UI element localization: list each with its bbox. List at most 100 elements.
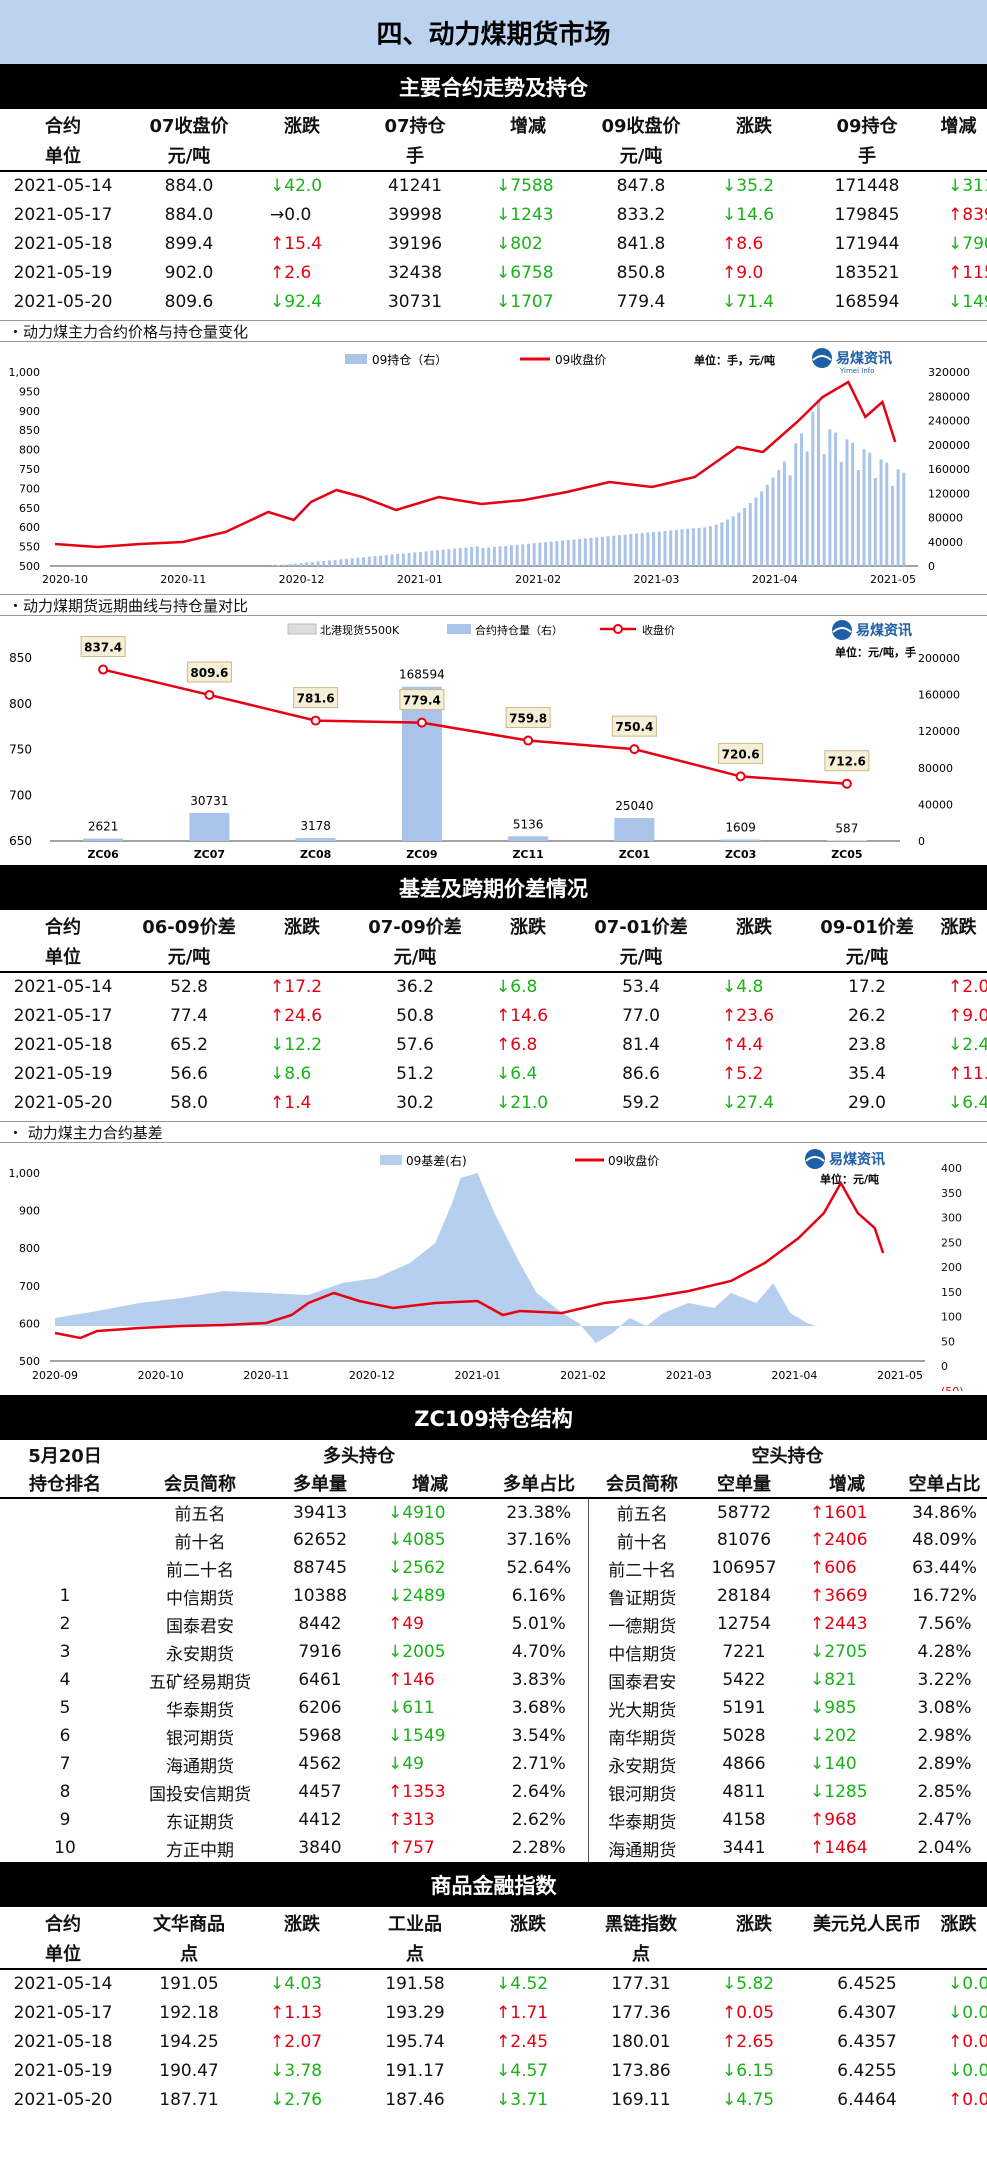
change-value: 1707 [510, 291, 554, 312]
change-value: 1353 [402, 1782, 446, 1802]
position-bar [731, 516, 735, 566]
change-cell: ↓3.78 [252, 2056, 352, 2085]
position-bar [748, 503, 752, 566]
price-point [841, 778, 852, 789]
pct-cell: 2.28% [511, 1838, 566, 1858]
position-bar [646, 532, 650, 566]
change-cell: ↑3669 [792, 1582, 902, 1610]
member-cell: 银河期货 [587, 1778, 696, 1806]
x-tick: 2020-10 [138, 1369, 184, 1382]
x-tick: 2020-09 [32, 1369, 78, 1382]
change-cell: ↓12.2 [252, 1030, 352, 1059]
value-cell: 30.2 [396, 1092, 434, 1113]
position-bar [686, 528, 690, 566]
position-bar [401, 553, 405, 566]
change-cell: ↑17.2 [252, 972, 352, 1001]
value-cell: 86.6 [622, 1063, 660, 1084]
value-cell: 32438 [387, 262, 443, 283]
change-value: 2.45 [510, 2031, 549, 2052]
value-cell: 899.4 [164, 233, 214, 254]
header-cell: 07-09价差 [368, 916, 462, 938]
arrow-down-icon: ↓ [948, 1974, 963, 1994]
y-right-tick: 250 [941, 1236, 962, 1249]
change-cell: ↑606 [792, 1554, 902, 1582]
position-bar [441, 549, 445, 566]
date-cell: 2021-05-18 [13, 1034, 113, 1055]
change-cell: ↓7588 [478, 171, 578, 200]
change-cell: ↓2562 [370, 1554, 490, 1582]
rank-cell [0, 1526, 130, 1554]
value-cell: 187.46 [385, 2089, 445, 2110]
change-cell: ↓2489 [370, 1582, 490, 1610]
table-row: 7 海通期货 4562 ↓49 2.71% 永安期货 4866 ↓140 2.89% [0, 1750, 987, 1778]
position-bar [595, 537, 599, 566]
value-cell: 5191 [722, 1698, 766, 1718]
arrow-up-icon: ↑ [722, 2002, 737, 2023]
unit-row: 单位点点点 [0, 1938, 987, 1970]
legend-bar: 合约持仓量（右） [475, 623, 563, 637]
y-right-tick: 0 [918, 835, 925, 848]
change-cell: ↑0.05 [704, 1998, 804, 2027]
arrow-down-icon: ↓ [496, 1092, 511, 1113]
y-left-tick: 800 [19, 1242, 40, 1255]
arrow-down-icon: ↓ [948, 1092, 963, 1113]
position-bar [578, 538, 582, 566]
change-value: 0.0218 [962, 2002, 987, 2023]
table-row: 2021-05-17 77.4 ↑24.6 50.8 ↑14.6 77.0 ↑23.6 26.… [0, 1001, 987, 1030]
value-cell: 171944 [834, 233, 900, 254]
date-cell: 2021-05-14 [13, 1974, 113, 1994]
x-tick: 2021-01 [397, 573, 443, 586]
price-label: 759.8 [509, 712, 547, 726]
change-cell: ↓2.4 [930, 1030, 987, 1059]
header-row: 合约 文华商品 涨跌 工业品 涨跌 黑链指数 涨跌 美元兑人民币 涨跌 [0, 1907, 987, 1938]
price-line [54, 1180, 885, 1340]
header-cell: 合约 [45, 115, 81, 137]
member-cell: 海通期货 [587, 1834, 696, 1862]
change-cell: ↓611 [370, 1694, 490, 1722]
unit-cell: 手 [352, 140, 478, 172]
value-cell: 5422 [722, 1670, 766, 1690]
member-cell: 国泰君安 [587, 1666, 696, 1694]
position-bar [834, 432, 838, 566]
header-cell: 涨跌 [940, 916, 977, 938]
position-bar [436, 550, 440, 566]
arrow-up-icon: ↑ [270, 233, 285, 254]
table-row: 5 华泰期货 6206 ↓611 3.68% 光大期货 5191 ↓985 3.08% [0, 1694, 987, 1722]
position-bar [345, 558, 349, 566]
change-cell: ↑2406 [792, 1526, 902, 1554]
table-row: 2021-05-17 192.18 ↑1.13 193.29 ↑1.71 177.36 ↑0… [0, 1998, 987, 2027]
change-value: 49 [402, 1614, 424, 1634]
x-tick: ZC05 [831, 848, 862, 861]
change-value: 1601 [824, 1502, 868, 1523]
position-bar [492, 546, 496, 566]
arrow-down-icon: ↓ [948, 2060, 963, 2081]
change-value: 2406 [824, 1530, 868, 1550]
change-value: 985 [824, 1698, 857, 1718]
arrow-down-icon: ↓ [948, 176, 963, 196]
position-bar [890, 486, 894, 566]
change-cell: ↑5.2 [704, 1059, 804, 1088]
value-cell: 53.4 [622, 977, 660, 997]
position-date: 5月20日 [28, 1445, 102, 1467]
table-row: 2021-05-14 191.05 ↓4.03 191.58 ↓4.52 177.31 ↓5… [0, 1969, 987, 1998]
y-left-tick: 600 [19, 521, 40, 534]
position-bar [549, 541, 553, 566]
position-bar [635, 533, 639, 566]
y-right-tick: 80000 [918, 762, 953, 775]
value-cell: 81.4 [622, 1034, 660, 1055]
change-value: 202 [824, 1726, 857, 1746]
table-row: 前五名 39413 ↓4910 23.38% 前五名 58772 ↑1601 34.86% [0, 1498, 987, 1526]
table-row: 2021-05-14 52.8 ↑17.2 36.2 ↓6.8 53.4 ↓4.8 17.2 ↑… [0, 972, 987, 1001]
change-value: 968 [824, 1810, 857, 1830]
change-cell: ↓31178 [930, 171, 987, 200]
position-bar [521, 544, 525, 566]
change-value: 2.4 [962, 1034, 987, 1055]
arrow-up-icon: ↑ [270, 2002, 285, 2023]
arrow-right-icon: → [270, 204, 285, 225]
value-cell: 36.2 [396, 977, 434, 997]
value-cell: 62652 [292, 1530, 348, 1550]
unit-cell: 点 [578, 1938, 704, 1970]
change-value: 606 [824, 1558, 857, 1578]
x-tick: 2020-10 [42, 573, 88, 586]
change-value: 140 [824, 1754, 857, 1774]
